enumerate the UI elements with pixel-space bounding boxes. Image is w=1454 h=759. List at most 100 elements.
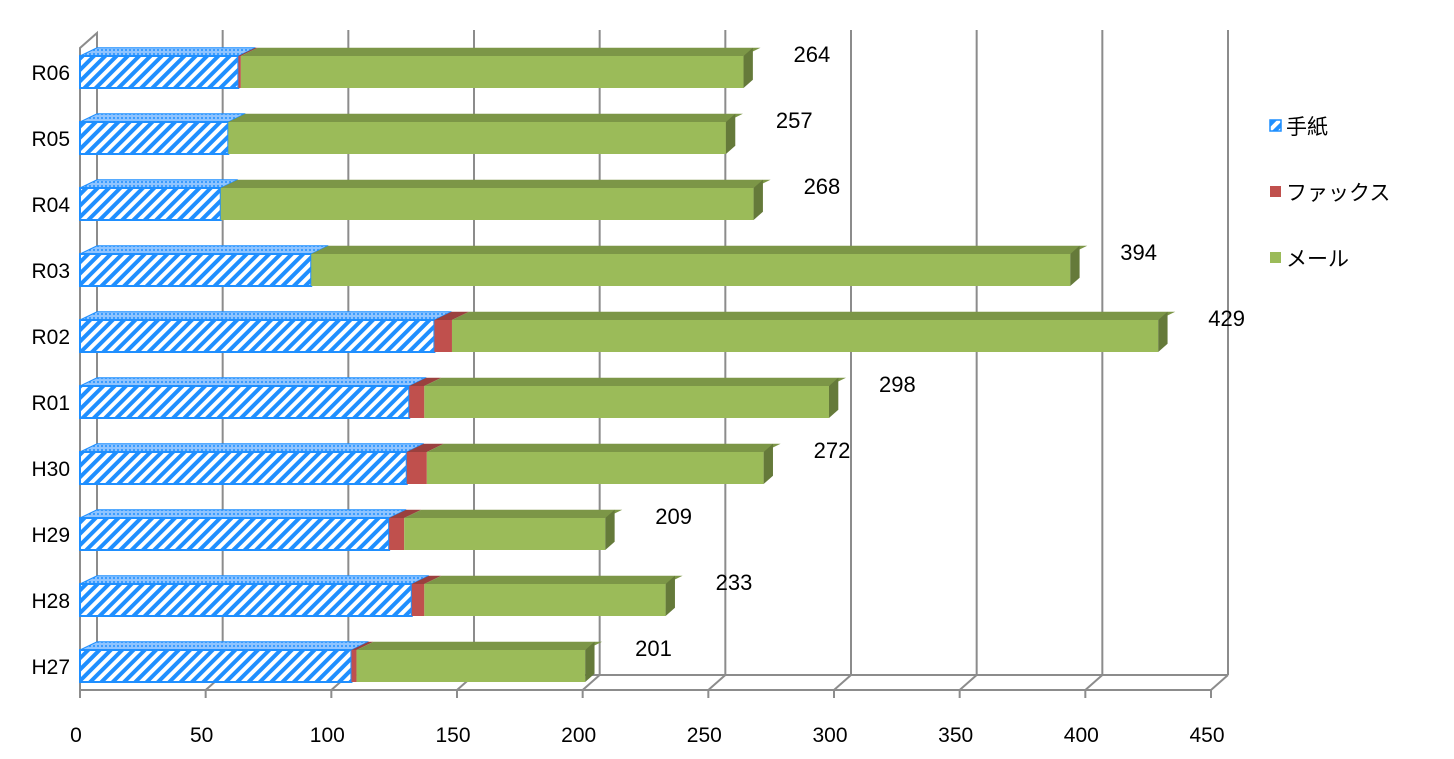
bar-R02-1 [434,320,452,352]
bar-R06-1 [238,56,241,88]
bar-R01-0 [79,385,411,419]
bar-R06-2 [240,56,744,88]
floor-gridline [833,674,852,691]
bar-side-face [743,47,753,88]
bar-top-face [228,113,743,122]
x-tick-label: 150 [435,724,470,747]
bar-H28-0 [79,583,413,617]
y-tick-label: R06 [31,62,70,85]
bar-side-face [763,443,773,484]
bar-top-face [434,311,469,320]
bar-side-face [585,641,595,682]
x-tick-label: 100 [310,724,345,747]
legend-swatch [1270,186,1281,197]
y-tick-label: H30 [31,458,70,481]
bar-top-face [311,245,1088,254]
x-tick-label: 300 [812,724,847,747]
bar-H27-1 [351,650,357,682]
bar-top-face [356,641,603,650]
bar-top-face [351,641,374,650]
data-label: 394 [1120,240,1157,265]
data-label: 268 [804,174,841,199]
bar-top-face [79,509,407,519]
bar-top-face [79,443,424,453]
y-tick-label: H28 [31,590,70,613]
floor-gridline [959,674,978,691]
x-tick-label: 400 [1064,724,1099,747]
bar-H29-2 [404,518,606,550]
bar-H27-2 [356,650,586,682]
bar-top-face [409,377,442,386]
bar-top-face [220,179,771,188]
data-label: 298 [879,372,916,397]
bar-H30-1 [406,452,427,484]
bar-side-face [828,377,839,418]
bar-side-face [665,575,675,616]
x-tick-label: 250 [687,724,722,747]
bar-top-face [79,377,427,387]
bar-R06-0 [79,55,240,89]
y-tick-label: R03 [31,260,70,283]
labels-layer: H27 201 H28 233 H29 209 H30 272 R01 298 R02 429 R03 3… [31,42,1244,679]
data-label: 429 [1208,306,1245,331]
y-tick-label: H29 [31,524,70,547]
data-label: 257 [776,108,813,133]
bar-top-face [406,443,444,452]
bar-R01-2 [424,386,829,418]
floor-gridline [707,674,726,691]
bar-top-face [79,179,238,189]
bar-top-face [79,575,429,585]
bar-R05-2 [228,122,726,154]
bar-top-face [389,509,422,518]
bar-top-face [424,377,846,386]
bar-top-face [424,575,683,584]
legend-label: メール [1286,247,1349,271]
legend-label: 手紙 [1286,115,1328,139]
bar-side-face [753,179,763,220]
bar-R03-0 [79,253,313,287]
bar-top-face [79,47,256,57]
bar-R05-0 [79,121,230,155]
bar-H28-2 [424,584,666,616]
floor-gridline [1210,674,1229,691]
bar-top-face [451,311,1176,320]
data-label: 272 [814,438,851,463]
bar-top-face [79,245,329,255]
legend-swatch [1269,119,1282,132]
bar-H29-0 [79,517,391,551]
y-tick-label: R04 [31,194,70,217]
x-tick-label: 450 [1189,724,1224,747]
bar-H27-0 [79,649,353,683]
legend-label: ファックス [1286,181,1390,205]
x-tick-label: 0 [70,724,82,747]
bar-side-face [725,113,736,154]
bar-top-face [79,641,369,651]
bars-layer [79,47,1176,683]
y-tick-label: R01 [31,392,70,415]
bar-side-face [1158,311,1168,352]
bar-H30-2 [426,452,764,484]
data-label: 264 [794,42,831,67]
floor-gridline [582,674,601,691]
x-tick-label: 350 [938,724,973,747]
floor-gridline [1084,674,1103,691]
data-label: 209 [655,504,692,529]
y-tick-label: R02 [31,326,70,349]
x-tick-label: 200 [561,724,596,747]
data-label: 233 [716,570,753,595]
y-tick-label: H27 [31,656,70,679]
bar-H29-1 [389,518,405,550]
bar-R04-0 [79,187,222,221]
legend-swatch [1270,252,1281,263]
bar-H28-1 [411,584,425,616]
bar-H30-0 [79,451,408,485]
bar-top-face [404,509,623,518]
bar-side-face [605,509,615,550]
side-wall [79,30,98,690]
bar-R02-0 [79,319,436,353]
bar-R04-2 [220,188,754,220]
data-label: 201 [635,636,672,661]
